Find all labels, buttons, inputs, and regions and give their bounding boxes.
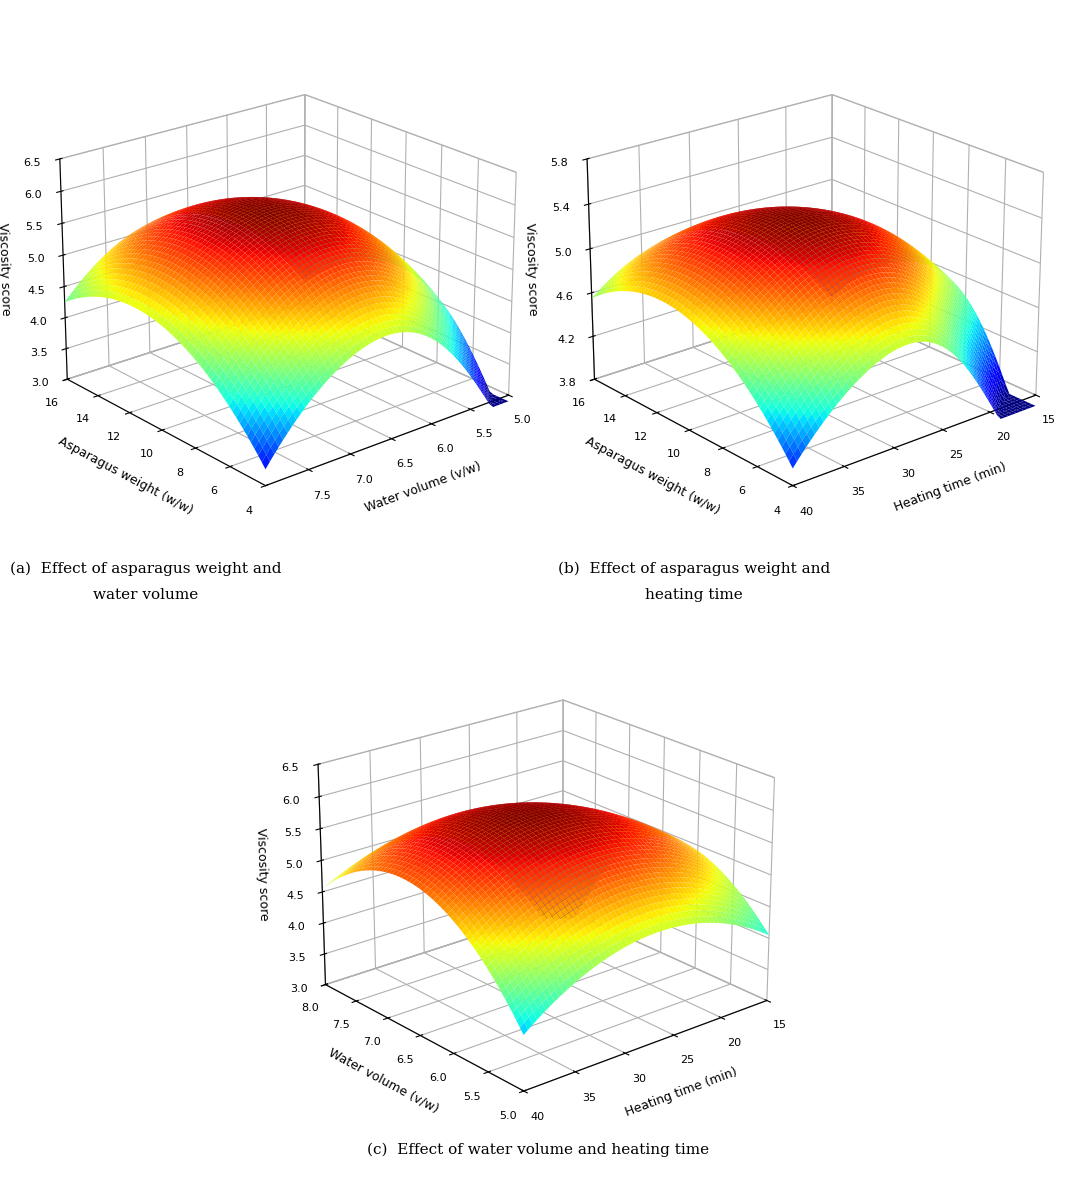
Text: water volume: water volume	[93, 588, 198, 602]
Y-axis label: Asparagus weight (w/w): Asparagus weight (w/w)	[583, 434, 722, 516]
Text: (a)  Effect of asparagus weight and: (a) Effect of asparagus weight and	[10, 561, 281, 576]
Text: (b)  Effect of asparagus weight and: (b) Effect of asparagus weight and	[557, 561, 831, 576]
X-axis label: Heating time (min): Heating time (min)	[623, 1066, 739, 1119]
X-axis label: Water volume (v/w): Water volume (v/w)	[364, 459, 483, 515]
Y-axis label: Water volume (v/w): Water volume (v/w)	[326, 1046, 440, 1116]
Text: heating time: heating time	[646, 588, 742, 602]
X-axis label: Heating time (min): Heating time (min)	[892, 461, 1008, 514]
Text: (c)  Effect of water volume and heating time: (c) Effect of water volume and heating t…	[367, 1143, 709, 1157]
Y-axis label: Asparagus weight (w/w): Asparagus weight (w/w)	[56, 434, 195, 516]
